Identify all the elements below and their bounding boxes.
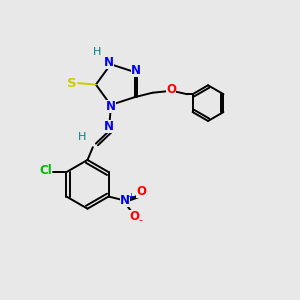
Text: Cl: Cl [39,164,52,177]
Text: +: + [127,192,134,201]
Text: N: N [104,121,114,134]
Text: O: O [166,83,176,96]
Text: S: S [67,76,77,90]
Text: N: N [104,56,114,69]
Text: H: H [93,47,101,57]
Text: O: O [136,185,146,198]
Text: O: O [129,210,139,223]
Text: N: N [106,100,116,113]
Text: N: N [120,194,130,208]
Text: -: - [138,215,142,225]
Text: N: N [131,64,141,77]
Text: H: H [77,132,86,142]
